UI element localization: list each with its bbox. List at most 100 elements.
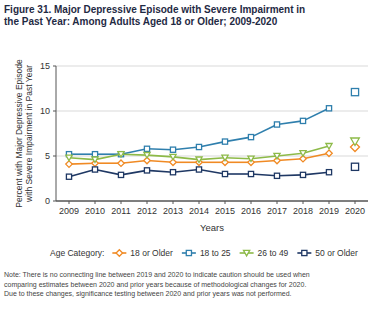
tick-mark (69, 201, 70, 204)
tick-mark (147, 201, 148, 204)
data-point (92, 167, 97, 172)
grid-line (56, 66, 368, 67)
series-line (147, 170, 173, 172)
data-point (92, 157, 98, 162)
legend-item: 18 to 25 (182, 248, 231, 258)
data-point (300, 151, 306, 156)
legend-marker (116, 250, 123, 257)
series-line (147, 161, 173, 163)
x-tick-label: 2016 (241, 206, 261, 216)
chart: Figure 31. Major Depressive Episode with… (0, 0, 377, 323)
data-point (170, 147, 175, 152)
data-point (300, 172, 305, 177)
x-axis (56, 201, 368, 202)
series-line (251, 174, 277, 176)
x-tick-label: 2017 (267, 206, 287, 216)
data-point (248, 171, 253, 176)
series-line (173, 170, 199, 173)
series-line (225, 157, 251, 159)
data-point (144, 146, 149, 151)
data-point (170, 154, 176, 159)
tick-mark (303, 201, 304, 204)
tick-mark (173, 201, 174, 204)
series-line (147, 148, 173, 150)
series-line (199, 170, 225, 175)
x-tick-label: 2011 (111, 206, 130, 216)
series-line (121, 153, 147, 156)
title: the Past Year: Among Adults Aged 18 or O… (4, 16, 278, 27)
legend-item: 26 to 49 (240, 248, 289, 258)
y-axis (56, 66, 57, 201)
series-line (303, 146, 329, 153)
x-tick-label: 2010 (85, 206, 105, 216)
series-line (69, 158, 95, 160)
data-point (92, 152, 97, 157)
series-line (277, 174, 303, 177)
x-tick-label: 2018 (293, 206, 313, 216)
data-point (196, 167, 201, 172)
x-tick-label: 2019 (319, 206, 339, 216)
legend-label: 18 or Older (130, 248, 173, 258)
series-line (199, 158, 225, 160)
x-tick-label: 2014 (189, 206, 209, 216)
x-tick-label: 2015 (215, 206, 235, 216)
series-line (251, 156, 277, 159)
data-point (300, 118, 305, 123)
data-point (248, 156, 254, 161)
tick-mark (225, 201, 226, 204)
data-point (326, 144, 332, 149)
y-tick-label: 0 (45, 196, 50, 206)
legend-title: Age Category: (50, 248, 104, 258)
y-tick-label: 10 (40, 106, 50, 116)
series-line (303, 172, 329, 175)
legend-marker (243, 250, 249, 255)
data-point (222, 155, 228, 160)
series-line (303, 108, 329, 121)
y-tick-label: 15 (40, 61, 50, 71)
legend-label: 50 or Older (315, 248, 358, 258)
data-point (144, 153, 150, 158)
data-point (144, 168, 149, 173)
series-line (95, 170, 121, 175)
data-point (326, 170, 331, 175)
data-point (274, 153, 280, 158)
data-point (66, 174, 71, 179)
series-line (277, 121, 303, 125)
x-axis-label: Years (200, 222, 224, 233)
data-point (351, 89, 358, 96)
series-line (147, 155, 173, 157)
data-point (222, 171, 227, 176)
note: Due to these changes, significance testi… (4, 290, 292, 298)
series-line (121, 170, 147, 175)
tick-mark (121, 201, 122, 204)
x-tick-label: 2013 (163, 206, 183, 216)
data-point (118, 152, 123, 157)
series-line (173, 147, 199, 150)
series-line (277, 153, 303, 156)
grid-line (56, 201, 368, 202)
data-point (351, 138, 360, 146)
tick-mark (355, 201, 356, 204)
legend-item: 50 or Older (297, 248, 358, 258)
data-point (196, 157, 202, 162)
data-point (351, 163, 358, 170)
legend-label: 18 to 25 (200, 248, 231, 258)
tick-mark (277, 201, 278, 204)
data-point (248, 135, 253, 140)
series-line (225, 173, 251, 175)
tick-mark (95, 201, 96, 204)
data-point (170, 170, 175, 175)
data-point (118, 160, 125, 167)
data-point (222, 139, 227, 144)
series-line (199, 142, 225, 147)
data-point (66, 155, 72, 160)
data-point (118, 152, 124, 157)
plot-area (66, 89, 360, 180)
note: comparing estimates between 2020 and pri… (4, 281, 306, 289)
tick-mark (329, 201, 330, 204)
series-line (251, 161, 277, 163)
data-point (326, 106, 331, 111)
series-line (173, 157, 199, 160)
x-tick-label: 2020 (345, 206, 365, 216)
series-line (277, 159, 303, 161)
